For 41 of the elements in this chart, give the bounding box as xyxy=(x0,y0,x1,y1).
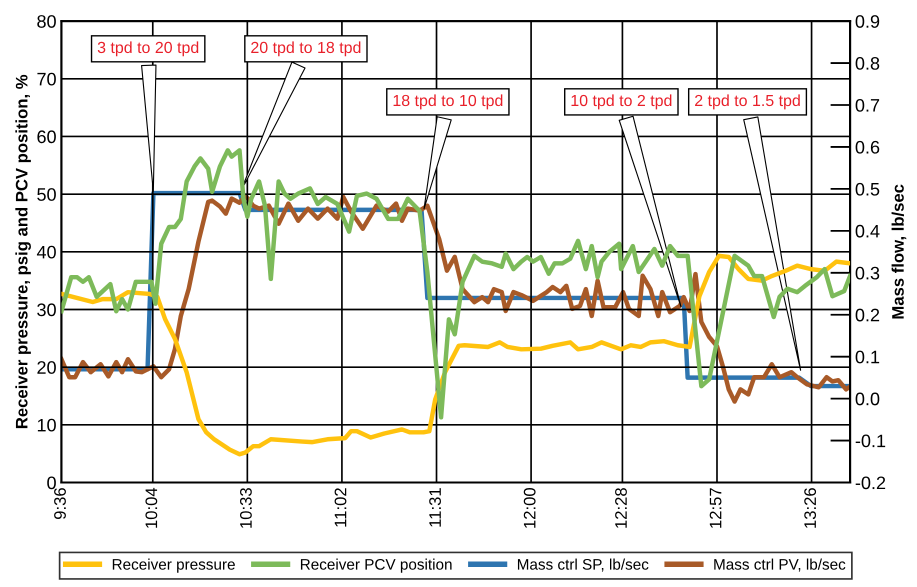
x-tick-label: 11:02 xyxy=(334,488,346,527)
y2-tick-label: 0.8 xyxy=(856,57,880,70)
y2-tick-label: 0.6 xyxy=(856,140,880,154)
legend-label: Mass ctrl PV, lb/sec xyxy=(714,558,846,572)
y-tick-label: 60 xyxy=(37,130,56,144)
x-tick-label: 12:00 xyxy=(524,488,536,528)
y-tick-label: 50 xyxy=(37,188,56,201)
y-tick-label: 40 xyxy=(36,246,56,259)
legend-label: Receiver pressure xyxy=(112,558,235,573)
y2-axis-title: Mass flow, lb/sec xyxy=(892,184,906,318)
y-tick-label: 20 xyxy=(37,361,56,374)
annotation: 3 tpd to 20 tpd xyxy=(98,41,198,56)
y2-tick-label: 0.1 xyxy=(856,350,880,364)
x-tick-label: 9:36 xyxy=(54,488,66,520)
x-tick-label: 12:57 xyxy=(710,488,722,528)
y2-tick-label: 0.4 xyxy=(856,224,880,238)
legend-label: Mass ctrl SP, lb/sec xyxy=(518,558,648,572)
legend-label: Receiver PCV position xyxy=(300,558,452,573)
y-tick-label: 70 xyxy=(37,72,56,86)
y2-tick-label: -0.1 xyxy=(856,434,886,448)
y-tick-label: 80 xyxy=(37,15,56,28)
y2-tick-label: 0.5 xyxy=(856,182,880,196)
y2-tick-label: 0.9 xyxy=(856,15,880,28)
y2-tick-label: 0.3 xyxy=(856,266,880,280)
y-tick-label: 30 xyxy=(37,303,56,316)
y2-tick-label: -0.2 xyxy=(856,476,886,490)
x-tick-label: 12:28 xyxy=(615,488,627,528)
y2-tick-label: 0.0 xyxy=(856,392,880,406)
annotation: 18 tpd to 10 tpd xyxy=(394,94,502,110)
annotation: 20 tpd to 18 tpd xyxy=(251,41,360,56)
y2-tick-label: 0.7 xyxy=(856,98,880,112)
annotation: 2 tpd to 1.5 tpd xyxy=(695,94,800,110)
y-tick-label: 10 xyxy=(38,418,56,432)
x-tick-label: 10:04 xyxy=(145,488,158,528)
x-tick-label: 10:33 xyxy=(240,488,252,528)
x-tick-label: 11:31 xyxy=(429,488,441,527)
y2-tick-label: 0.2 xyxy=(856,308,880,322)
x-tick-label: 13:26 xyxy=(804,488,816,528)
y-tick-label: 0 xyxy=(47,476,56,490)
y-axis-title: Receiver pressure, psig and PCV position, % xyxy=(15,74,31,428)
annotation: 10 tpd to 2 tpd xyxy=(572,94,672,110)
